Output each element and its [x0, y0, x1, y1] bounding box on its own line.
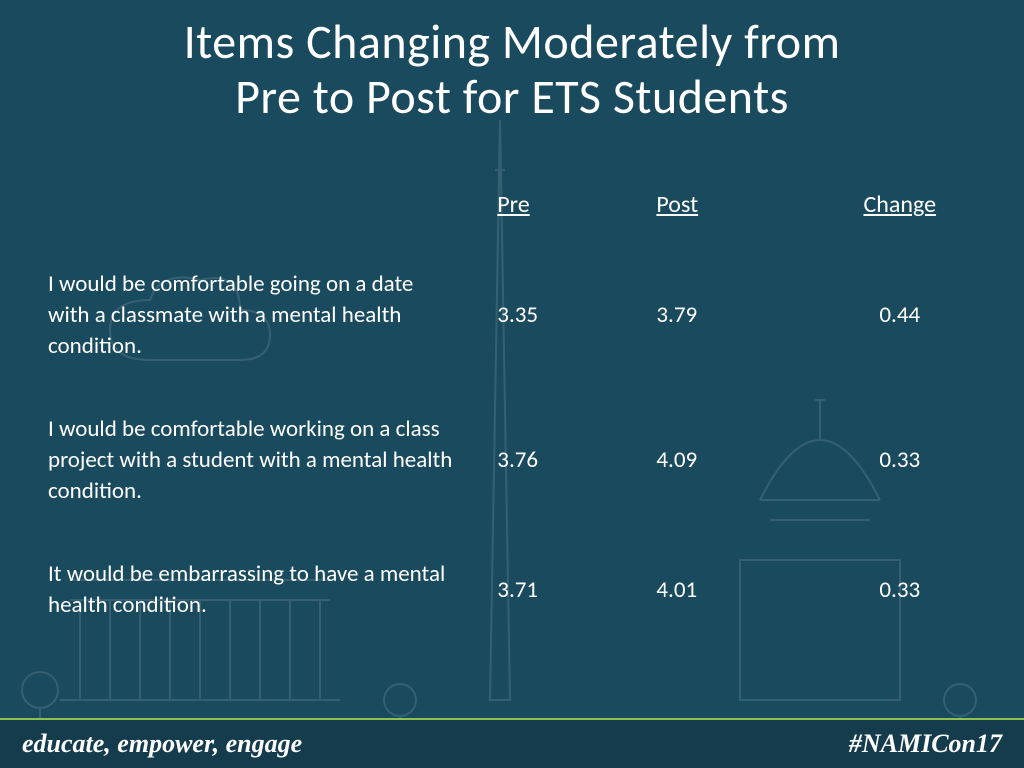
cell-pre: 3.71: [497, 533, 656, 647]
data-table-wrap: Pre Post Change I would be comfortable g…: [48, 190, 984, 647]
cell-pre: 3.35: [497, 243, 656, 388]
cell-change: 0.33: [816, 533, 985, 647]
col-item-header: [48, 190, 497, 243]
footer-hashtag: #NAMICon17: [849, 729, 1002, 759]
cell-item: It would be embarrassing to have a menta…: [48, 533, 497, 647]
footer-tagline: educate, empower, engage: [22, 729, 302, 759]
cell-item: I would be comfortable going on a date w…: [48, 243, 497, 388]
col-pre-header: Pre: [497, 190, 656, 243]
table-row: It would be embarrassing to have a menta…: [48, 533, 984, 647]
table-header-row: Pre Post Change: [48, 190, 984, 243]
cell-change: 0.33: [816, 388, 985, 533]
cell-pre: 3.76: [497, 388, 656, 533]
slide-footer: educate, empower, engage #NAMICon17: [0, 718, 1024, 768]
table-row: I would be comfortable working on a clas…: [48, 388, 984, 533]
cell-change: 0.44: [816, 243, 985, 388]
table-row: I would be comfortable going on a date w…: [48, 243, 984, 388]
cell-post: 4.09: [656, 388, 815, 533]
title-line-1: Items Changing Moderately from: [184, 12, 841, 71]
col-change-header: Change: [816, 190, 985, 243]
title-line-2: Pre to Post for ETS Students: [235, 67, 789, 126]
slide-title: Items Changing Moderately from Pre to Po…: [0, 0, 1024, 124]
col-post-header: Post: [656, 190, 815, 243]
cell-post: 3.79: [656, 243, 815, 388]
cell-post: 4.01: [656, 533, 815, 647]
cell-item: I would be comfortable working on a clas…: [48, 388, 497, 533]
data-table: Pre Post Change I would be comfortable g…: [48, 190, 984, 647]
